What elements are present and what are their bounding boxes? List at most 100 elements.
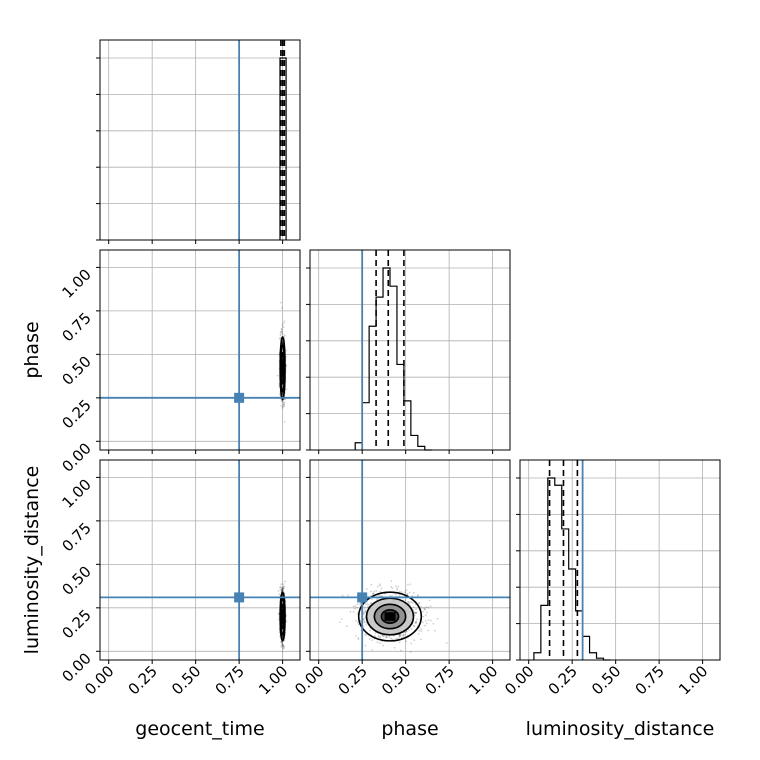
sample-point (279, 588, 282, 591)
sample-point (364, 633, 367, 636)
sample-point (414, 612, 416, 615)
sample-point (370, 590, 372, 593)
histogram-step-phase (354, 267, 432, 451)
sample-point (377, 635, 380, 638)
sample-point (370, 583, 373, 586)
sample-point (375, 590, 378, 592)
sample-point (407, 601, 410, 603)
sample-point (365, 623, 367, 626)
sample-point (352, 605, 355, 608)
sample-point (415, 611, 418, 614)
sample-point (282, 587, 285, 590)
sample-point (377, 634, 380, 637)
sample-point (376, 641, 379, 644)
sample-point (408, 591, 411, 594)
sample-point (279, 585, 282, 588)
histogram-panel-geocent-time (96, 39, 301, 244)
density-peak (282, 362, 284, 374)
sample-point (398, 634, 401, 636)
sample-point (385, 636, 387, 639)
sample-point (341, 594, 344, 597)
sample-point (382, 635, 385, 637)
x-axis-label-luminosity-distance: luminosity_distance (526, 718, 715, 740)
y-axis-label-phase: phase (21, 321, 43, 378)
sample-point (363, 613, 366, 615)
sample-point (363, 620, 366, 622)
sample-point (284, 580, 286, 583)
sample-point (426, 622, 428, 625)
sample-point (279, 332, 282, 335)
sample-point (282, 644, 285, 647)
sample-point (281, 635, 284, 638)
density-contour (357, 591, 423, 642)
sample-point (417, 594, 419, 596)
sample-point (414, 611, 416, 614)
sample-point (394, 593, 397, 596)
sample-point (279, 331, 282, 333)
sample-point (281, 407, 284, 409)
sample-point (370, 602, 373, 604)
sample-point (282, 644, 284, 647)
sample-point (409, 583, 412, 586)
sample-point (282, 402, 285, 405)
sample-point (381, 635, 384, 637)
sample-point (362, 618, 365, 621)
sample-point (281, 400, 283, 403)
sample-point (399, 635, 401, 638)
sample-point (410, 642, 413, 645)
sample-point (388, 636, 391, 638)
sample-point (400, 636, 403, 639)
sample-point (283, 320, 286, 323)
sample-point (422, 610, 424, 613)
sample-point (376, 585, 379, 588)
sample-point (281, 392, 284, 394)
sample-point (409, 651, 412, 653)
sample-point (277, 618, 280, 621)
sample-point (282, 583, 285, 585)
sample-point (365, 621, 368, 624)
sample-point (280, 330, 283, 333)
x-axis-label-phase: phase (381, 718, 438, 740)
sample-point (279, 586, 281, 589)
sample-point (373, 590, 375, 593)
sample-point (423, 607, 426, 609)
sample-point (398, 636, 401, 638)
sample-cloud (276, 301, 288, 423)
sample-point (281, 589, 283, 592)
sample-point (364, 603, 367, 606)
panel-border (309, 459, 511, 661)
sample-point (429, 605, 432, 608)
sample-cloud (277, 580, 288, 653)
sample-point (390, 637, 392, 640)
sample-point (405, 630, 408, 633)
sample-point (283, 585, 286, 588)
sample-point (372, 592, 375, 595)
sample-point (347, 594, 349, 597)
sample-point (285, 349, 287, 352)
sample-point (283, 334, 286, 337)
sample-point (354, 607, 356, 610)
sample-point (282, 326, 285, 329)
density-peak (282, 612, 284, 621)
sample-point (281, 342, 284, 345)
sample-point (282, 333, 284, 335)
sample-point (279, 337, 281, 339)
sample-point (374, 632, 377, 635)
sample-point (356, 613, 359, 615)
sample-point (410, 627, 413, 630)
sample-point (421, 621, 424, 624)
sample-point (398, 641, 401, 644)
sample-point (282, 322, 285, 325)
sample-point (395, 585, 397, 587)
sample-point (364, 610, 367, 613)
sample-point (413, 639, 416, 641)
sample-point (371, 649, 374, 651)
truth-marker (234, 592, 245, 603)
sample-point (398, 590, 401, 593)
sample-point (281, 324, 284, 327)
sample-point (285, 365, 288, 367)
sample-point (276, 374, 279, 377)
sample-point (382, 644, 384, 647)
sample-point (281, 643, 284, 646)
sample-point (363, 621, 366, 624)
